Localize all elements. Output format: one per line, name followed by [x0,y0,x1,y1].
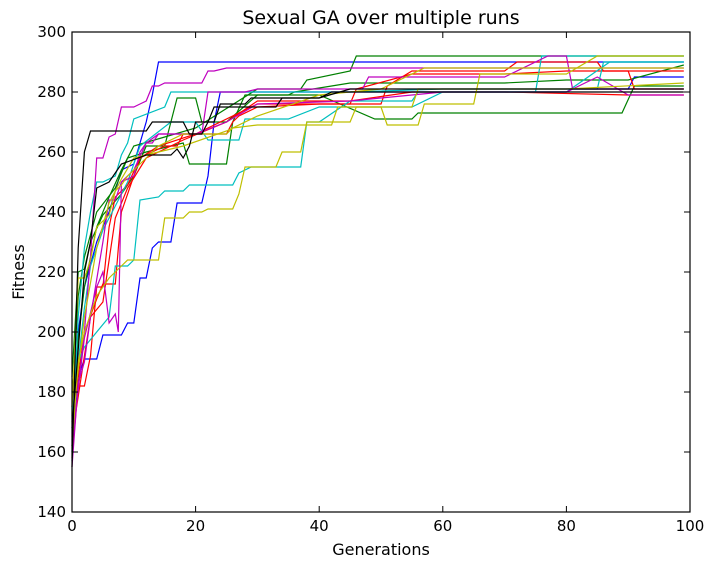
series-line-2 [71,61,684,453]
series-line-13 [71,67,684,447]
series-line-15 [71,55,684,408]
y-tick-label: 260 [37,143,66,161]
series-line-11 [71,55,684,417]
series-line-7 [71,70,684,423]
x-tick-label: 40 [310,517,329,535]
y-tick-label: 200 [37,323,66,341]
series-line-10 [71,61,684,429]
y-tick-label: 140 [37,503,66,521]
x-tick-label: 0 [67,517,77,535]
y-tick-label: 300 [37,23,66,41]
y-tick-label: 220 [37,263,66,281]
series-line-19 [71,91,684,429]
y-axis-label: Fitness [9,244,28,299]
chart-title: Sexual GA over multiple runs [242,7,519,29]
series-line-17 [71,67,684,423]
series-line-18 [71,88,684,468]
series-line-3 [71,85,684,378]
ticks-layer: 0 20 40 60 80 100 140 160 180 200 220 240 260 280 300 [37,23,704,535]
series-line-12 [71,55,684,468]
y-tick-label: 240 [37,203,66,221]
x-tick-label: 20 [186,517,205,535]
y-tick-label: 280 [37,83,66,101]
x-axis-label: Generations [332,540,430,559]
series-line-4 [71,64,684,408]
series-line-14 [71,76,684,441]
x-tick-label: 80 [557,517,576,535]
series-line-16 [71,82,684,447]
series-layer [71,55,684,468]
x-tick-label: 100 [676,517,705,535]
y-tick-label: 180 [37,383,66,401]
series-line-5 [71,55,684,393]
y-tick-label: 160 [37,443,66,461]
x-tick-label: 60 [433,517,452,535]
